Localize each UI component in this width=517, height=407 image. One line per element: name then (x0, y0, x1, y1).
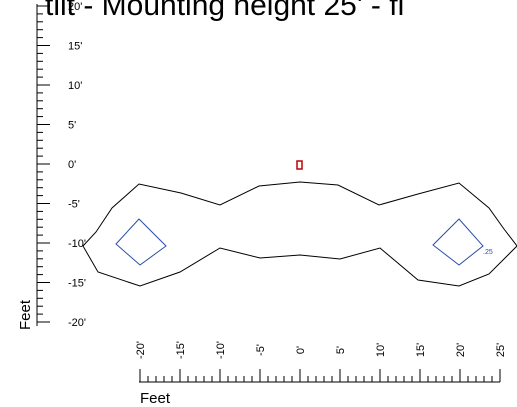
y-tick-label: 10' (68, 80, 82, 92)
x-tick-label: -20' (135, 341, 147, 359)
contour-value-label: .25 (483, 249, 493, 256)
plot-title: tilt - Mounting height 25' - fi (0, 0, 517, 26)
x-tick-label: 25' (495, 343, 507, 357)
y-axis-tick-labels: 20' 15' 10' 5' 0' -5' -10' -15' -20' (68, 1, 86, 329)
x-tick-label: 15' (415, 343, 427, 357)
y-tick-label: -5' (68, 199, 80, 211)
y-tick-label: -15' (68, 278, 86, 290)
x-tick-label: -10' (215, 341, 227, 359)
x-axis-tick-labels: -20' -15' -10' -5' 0' 5' 10' 15' 20' 25' (135, 341, 507, 359)
x-tick-label: 10' (375, 343, 387, 357)
contour-diamond-right (432, 218, 484, 266)
y-axis: 20' 15' 10' 5' 0' -5' -10' -15' -20' Feet (17, 1, 86, 330)
x-tick-label: 0' (295, 346, 307, 354)
y-tick-label: 15' (68, 41, 82, 53)
y-tick-label: 5' (68, 120, 76, 132)
x-axis-title: Feet (140, 390, 171, 407)
isolux-contour-line (82, 181, 517, 287)
luminaire-marker (296, 160, 303, 170)
x-tick-label: 20' (455, 343, 467, 357)
x-tick-label: -5' (255, 344, 267, 356)
x-axis-minor-ticks (139, 369, 501, 382)
contour-diamond-left (115, 218, 167, 266)
y-axis-title: Feet (17, 299, 34, 330)
plot-title-text: tilt - Mounting height 25' - fi (45, 0, 405, 22)
y-tick-label: -10' (68, 238, 86, 250)
y-axis-minor-ticks (37, 5, 50, 323)
y-tick-label: 20' (68, 1, 82, 13)
x-axis: -20' -15' -10' -5' 0' 5' 10' 15' 20' 25' Feet (135, 341, 507, 407)
x-tick-label: 5' (335, 346, 347, 354)
y-tick-label: -20' (68, 317, 86, 329)
y-tick-label: 0' (68, 159, 76, 171)
x-tick-label: -15' (175, 341, 187, 359)
